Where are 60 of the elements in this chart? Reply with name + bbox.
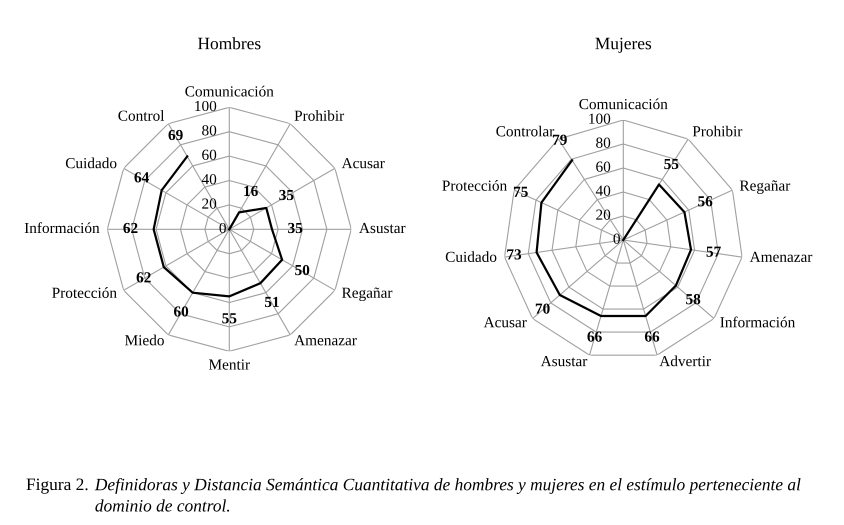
y-tick-label: 60 bbox=[202, 150, 216, 160]
y-tick-label: 40 bbox=[202, 174, 216, 184]
data-label: 58 bbox=[686, 294, 700, 304]
y-tick-label: 0 bbox=[613, 234, 620, 244]
text: Figura 2. bbox=[26, 478, 88, 494]
spoke-label: Miedo bbox=[125, 334, 164, 346]
spoke-label: Acusar bbox=[484, 317, 527, 328]
y-tick-label: 80 bbox=[596, 138, 610, 148]
y-tick-label: 80 bbox=[202, 125, 216, 136]
chart-title: Hombres bbox=[198, 37, 260, 50]
y-tick-label: 100 bbox=[589, 114, 610, 124]
data-label: 69 bbox=[168, 130, 183, 140]
spoke-label: Controlar bbox=[496, 126, 554, 136]
data-label: 66 bbox=[644, 331, 660, 342]
spoke-label: Comunicación bbox=[579, 98, 668, 110]
data-label: 60 bbox=[174, 306, 188, 317]
spoke-label: Amenazar bbox=[750, 252, 812, 262]
data-label: 70 bbox=[536, 303, 550, 314]
data-label: 64 bbox=[134, 172, 149, 182]
spoke-label: Cuidado bbox=[66, 158, 116, 168]
y-tick-label: 0 bbox=[219, 222, 226, 234]
y-tick-label: 20 bbox=[596, 210, 610, 220]
data-label: 73 bbox=[507, 249, 522, 260]
spoke-label: Cuidado bbox=[446, 251, 496, 262]
data-label: 56 bbox=[698, 196, 712, 206]
spoke-label: Comunicación bbox=[185, 86, 274, 97]
spoke-label: Prohibir bbox=[692, 126, 742, 136]
spoke-label: Mentir bbox=[208, 359, 250, 370]
data-label: 75 bbox=[514, 186, 528, 197]
spoke-label: Advertir bbox=[659, 356, 711, 366]
data-label: 55 bbox=[222, 313, 236, 324]
data-label: 55 bbox=[664, 158, 678, 170]
spoke-label: Protección bbox=[442, 180, 507, 191]
spoke-label: Asustar bbox=[359, 222, 406, 234]
spoke-label: Protección bbox=[52, 287, 117, 298]
spoke-label: Regañar bbox=[342, 287, 392, 302]
spoke-label: Asustar bbox=[540, 356, 588, 366]
chart-title: Mujeres bbox=[595, 38, 652, 53]
spoke-label: Información bbox=[720, 316, 796, 328]
y-tick-label: 40 bbox=[596, 186, 610, 196]
data-label: 62 bbox=[123, 222, 138, 234]
spoke-label: Regañar bbox=[740, 180, 790, 194]
y-tick-label: 100 bbox=[195, 100, 216, 112]
text: Definidoras y Distancia Semántica Cuantitativa de hombres y mujeres en el estímulo perteneciente al dominio de control. bbox=[94, 478, 801, 512]
y-tick-label: 60 bbox=[596, 162, 610, 172]
spoke-label: Control bbox=[118, 110, 164, 121]
y-tick-label: 20 bbox=[202, 198, 216, 209]
data-label: 51 bbox=[264, 296, 279, 308]
data-label: 50 bbox=[295, 264, 310, 276]
data-label: 16 bbox=[244, 186, 258, 196]
data-label: 79 bbox=[552, 134, 567, 145]
data-label: 35 bbox=[279, 190, 294, 200]
data-label: 62 bbox=[136, 272, 151, 283]
spoke-label: Prohibir bbox=[294, 110, 344, 121]
data-label: 35 bbox=[288, 222, 302, 234]
data-label: 57 bbox=[706, 246, 721, 257]
data-label: 66 bbox=[587, 331, 602, 342]
spoke-label: Acusar bbox=[342, 158, 385, 168]
spoke-label: Amenazar bbox=[294, 335, 357, 346]
spoke-label: Información bbox=[24, 222, 100, 234]
